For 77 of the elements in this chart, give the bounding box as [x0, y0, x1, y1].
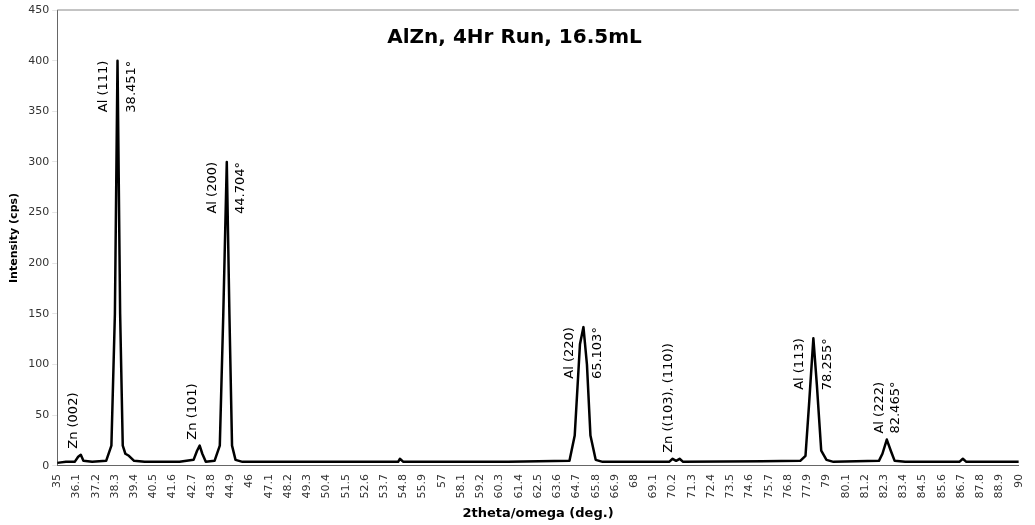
x-tick-label: 68: [627, 473, 641, 488]
x-tick-label: 43.8: [203, 473, 217, 499]
y-tick-label: 250: [28, 205, 50, 219]
annotation: 65.103°: [588, 327, 604, 380]
x-tick-label: 57: [434, 473, 448, 488]
x-tick-label: 38.3: [107, 473, 121, 499]
x-tick-label: 83.4: [896, 473, 910, 499]
annotation: Al (220): [560, 327, 576, 379]
x-axis-title: 2theta/omega (deg.): [462, 504, 614, 520]
x-tick-label: 73.5: [723, 473, 737, 499]
annotation: 44.704°: [232, 161, 248, 214]
x-tick-label: 87.8: [973, 473, 987, 499]
annotation: 82.465°: [887, 381, 903, 434]
x-tick-label: 58.1: [453, 473, 467, 499]
y-tick-label: 150: [28, 306, 50, 320]
y-axis-title: Intensity (cps): [7, 192, 21, 283]
x-tick-label: 37.2: [88, 473, 102, 499]
annotation: Al (200): [204, 161, 220, 214]
text: AlZn, 4Hr Run, 16.5mL: [387, 24, 642, 49]
annotation: Zn (101): [184, 383, 200, 440]
x-tick-label: 62.5: [530, 473, 544, 499]
x-tick-label: 51.5: [338, 473, 352, 499]
x-tick-label: 63.6: [550, 473, 564, 499]
y-tick-label: 450: [28, 2, 50, 16]
x-tick-label: 81.2: [857, 473, 871, 499]
x-tick-label: 88.9: [992, 473, 1006, 499]
x-tick-label: 59.2: [473, 473, 487, 499]
y-tick-label: 50: [35, 408, 50, 422]
x-tick-label: 50.4: [319, 473, 333, 499]
annotation: Al (113): [790, 338, 806, 390]
x-tick-label: 84.5: [915, 473, 929, 499]
x-tick-label: 49.3: [300, 473, 314, 499]
x-tick-label: 75.7: [761, 473, 775, 499]
x-tick-label: 39.4: [126, 473, 140, 499]
x-tick-label: 69.1: [646, 473, 660, 499]
x-tick-label: 90: [1011, 473, 1025, 488]
annotation: Al (111): [94, 60, 110, 113]
x-tick-label: 64.7: [569, 473, 583, 499]
y-tick-label: 100: [28, 357, 50, 371]
annotation: Zn (002): [65, 392, 81, 449]
x-tick-label: 65.8: [588, 473, 602, 499]
x-tick-label: 72.4: [703, 473, 717, 499]
x-tick-label: 60.3: [492, 473, 506, 499]
x-tick-label: 35: [50, 473, 64, 488]
x-tick-label: 61.4: [511, 473, 525, 499]
annotation: 78.255°: [818, 338, 834, 391]
annotation: 38.451°: [122, 60, 138, 113]
x-tick-label: 80.1: [838, 473, 852, 499]
y-tick-label: 300: [28, 154, 50, 168]
x-tick-label: 55.9: [415, 473, 429, 499]
y-tick-label: 0: [42, 458, 50, 472]
x-tick-label: 77.9: [800, 473, 814, 499]
y-tick-label: 350: [28, 104, 50, 118]
x-tick-label: 74.6: [742, 473, 756, 499]
x-tick-label: 48.2: [280, 473, 294, 499]
x-tick-label: 44.9: [223, 473, 237, 499]
x-tick-label: 71.3: [684, 473, 698, 499]
x-tick-label: 53.7: [377, 473, 390, 499]
annotation: Al (222): [871, 381, 887, 434]
x-tick-label: 86.7: [953, 473, 967, 499]
y-tick-label: 200: [28, 256, 50, 270]
x-tick-label: 82.3: [877, 473, 891, 499]
x-tick-label: 85.6: [934, 473, 948, 499]
x-tick-label: 46: [242, 473, 256, 488]
x-tick-label: 76.8: [780, 473, 794, 499]
x-tick-label: 36.1: [69, 473, 83, 499]
x-tick-label: 66.9: [607, 473, 621, 499]
x-tick-label: 54.8: [396, 473, 410, 499]
x-tick-label: 70.2: [665, 473, 679, 499]
x-tick-label: 47.1: [261, 473, 275, 499]
x-tick-label: 52.6: [357, 473, 371, 499]
y-tick-label: 400: [28, 53, 50, 67]
annotation: Zn ((103), (110)): [660, 343, 676, 453]
x-tick-label: 40.5: [146, 473, 160, 499]
x-tick-label: 79: [819, 473, 833, 488]
x-tick-label: 41.6: [165, 473, 179, 499]
x-tick-label: 42.7: [184, 473, 198, 499]
